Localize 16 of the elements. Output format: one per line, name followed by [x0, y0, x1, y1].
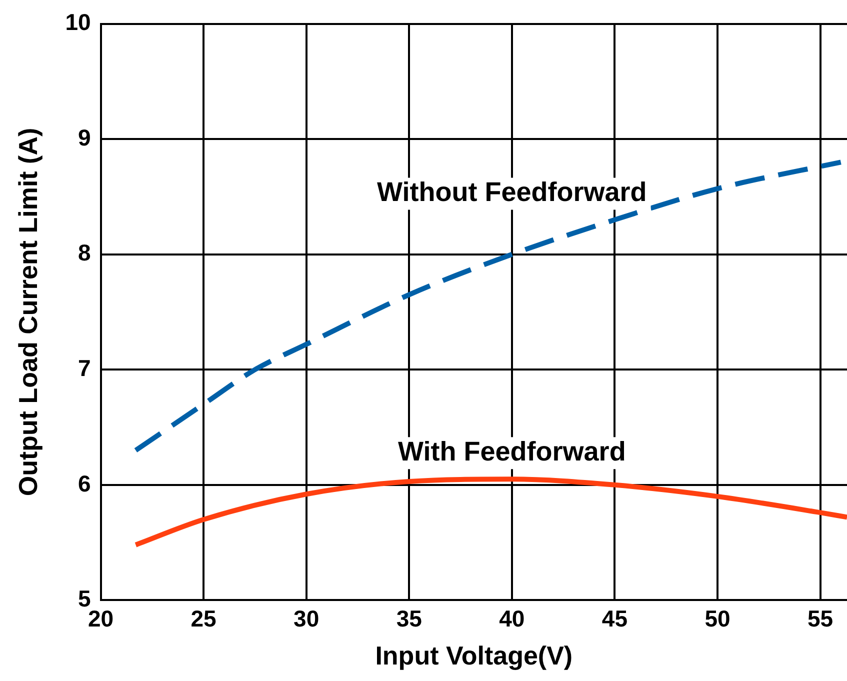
- series-label: With Feedforward: [398, 436, 626, 467]
- x-tick-label: 40: [499, 605, 525, 632]
- x-tick-label: 55: [807, 605, 834, 632]
- x-tick-label: 45: [602, 605, 628, 632]
- y-tick-label: 10: [65, 9, 91, 36]
- series-label: Without Feedforward: [377, 177, 647, 208]
- y-axis-title: Output Load Current Limit (A): [12, 128, 43, 496]
- x-tick-label: 50: [704, 605, 730, 632]
- x-tick-label: 25: [190, 605, 217, 632]
- y-tick-label: 9: [78, 124, 91, 150]
- x-tick-label: 35: [396, 605, 422, 632]
- y-tick-label: 6: [78, 470, 91, 496]
- x-axis-title: Input Voltage(V): [375, 640, 573, 671]
- y-tick-label: 7: [78, 354, 91, 381]
- y-tick-label: 8: [78, 240, 91, 266]
- x-tick-label: 30: [294, 605, 320, 632]
